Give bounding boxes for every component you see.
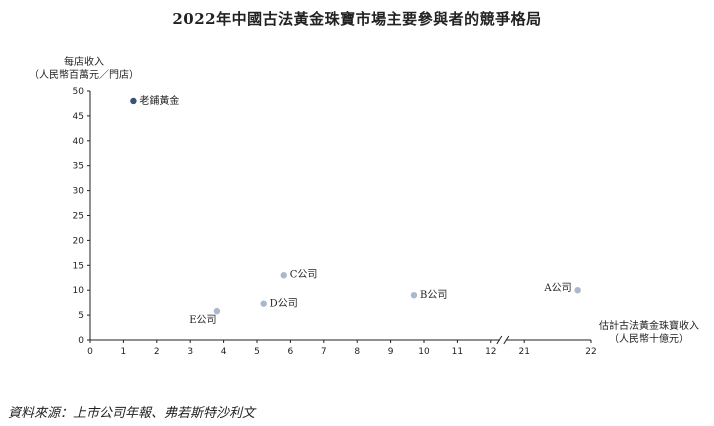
y-axis-label: 每店收入 （人民幣百萬元／門店） — [14, 56, 154, 82]
x-tick-label: 21 — [518, 347, 529, 357]
x-tick-label: 8 — [354, 347, 360, 357]
y-tick-label: 25 — [73, 212, 84, 222]
x-tick-label: 1 — [121, 347, 127, 357]
x-tick-label: 6 — [288, 347, 294, 357]
data-point-label: A公司 — [543, 283, 571, 294]
x-tick-label: 12 — [485, 347, 496, 357]
x-axis-label: 估計古法黃金珠寶收入 （人民幣十億元） — [584, 320, 714, 346]
data-point-label: B公司 — [420, 290, 447, 301]
data-point-label: C公司 — [290, 269, 318, 280]
y-tick-label: 35 — [73, 162, 84, 172]
y-tick-label: 50 — [73, 87, 85, 97]
x-tick-label: 4 — [221, 347, 227, 357]
y-tick-label: 20 — [73, 236, 85, 246]
x-tick-label: 0 — [87, 347, 93, 357]
x-axis-label-line2: （人民幣十億元） — [609, 334, 689, 345]
data-point-label: D公司 — [270, 299, 298, 310]
source-note: 資料來源：上市公司年報、弗若斯特沙利文 — [8, 406, 256, 421]
chart-title: 2022年中國古法黃金珠寶市場主要參與者的競爭格局 — [172, 10, 542, 28]
data-point — [130, 97, 137, 105]
y-axis-label-line1: 每店收入 — [64, 57, 104, 68]
data-point — [410, 291, 418, 299]
x-tick-label: 22 — [585, 347, 596, 357]
x-axis-label-line1: 估計古法黃金珠寶收入 — [599, 321, 699, 332]
y-tick-label: 0 — [78, 336, 84, 346]
x-tick-label: 11 — [452, 347, 463, 357]
y-tick-label: 40 — [73, 137, 85, 147]
x-tick-label: 3 — [187, 347, 193, 357]
data-point-label: 老鋪黃金 — [139, 94, 179, 107]
y-tick-label: 45 — [73, 112, 84, 122]
axis-break-mark — [503, 335, 510, 345]
x-tick-label: 5 — [254, 347, 260, 357]
y-tick-label: 15 — [73, 261, 84, 271]
data-point — [260, 300, 267, 307]
data-point — [280, 272, 287, 279]
y-axis-label-line2: （人民幣百萬元／門店） — [29, 70, 139, 81]
axis-break-mark — [496, 335, 503, 345]
y-tick-label: 30 — [73, 187, 85, 197]
y-tick-label: 10 — [73, 286, 85, 296]
data-point — [213, 307, 221, 315]
x-tick-label: 9 — [388, 347, 394, 357]
x-tick-label: 7 — [321, 347, 327, 357]
x-tick-label: 10 — [418, 347, 430, 357]
data-point-label: E公司 — [189, 315, 216, 326]
data-point — [574, 287, 581, 294]
x-tick-label: 2 — [154, 347, 160, 357]
y-tick-label: 5 — [78, 311, 84, 321]
